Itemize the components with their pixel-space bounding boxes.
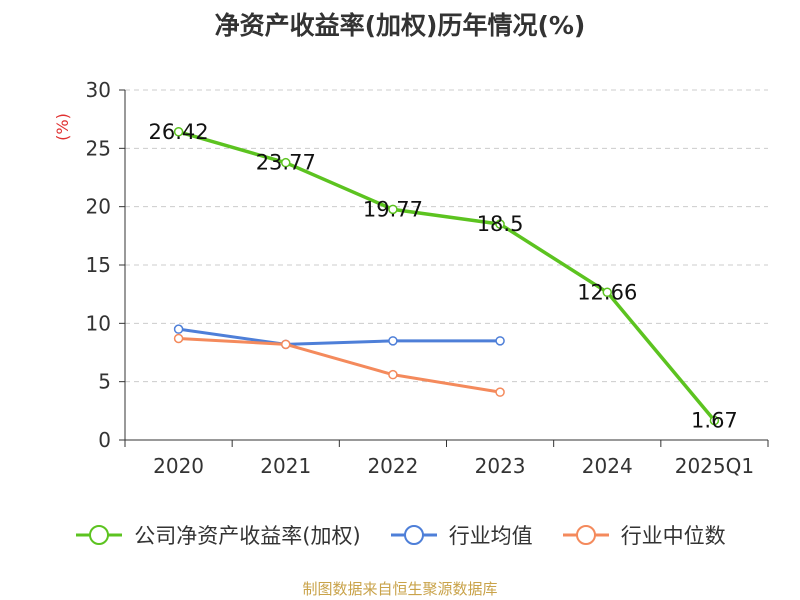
legend-item: 公司净资产收益率(加权) bbox=[74, 520, 361, 550]
data-label: 23.77 bbox=[256, 151, 316, 175]
y-tick-label: 30 bbox=[86, 78, 111, 102]
data-point bbox=[281, 339, 291, 350]
legend-swatch-icon bbox=[390, 525, 437, 545]
x-tick-label: 2023 bbox=[475, 454, 526, 478]
data-point bbox=[388, 369, 398, 380]
data-point bbox=[388, 336, 398, 346]
axes: 0 5 10 15 20 25 30 (%) 2020 2021 2022 2023 2024 2025Q… bbox=[53, 78, 769, 478]
data-point bbox=[173, 127, 184, 137]
legend-item: 行业中位数 bbox=[561, 520, 726, 550]
data-point bbox=[709, 415, 720, 426]
series-line bbox=[178, 130, 716, 422]
y-tick-label: 10 bbox=[86, 311, 111, 335]
y-tick-label: 20 bbox=[86, 195, 111, 219]
legend-swatch-icon bbox=[76, 525, 123, 545]
x-tick-label: 2022 bbox=[367, 454, 418, 478]
data-point bbox=[495, 219, 505, 229]
legend-swatch-icon bbox=[562, 525, 609, 545]
data-label: 26.42 bbox=[149, 120, 209, 144]
x-tick-label: 2025Q1 bbox=[675, 454, 754, 478]
data-point bbox=[281, 157, 291, 168]
x-tick-label: 2024 bbox=[582, 454, 633, 478]
legend: 公司净资产收益率(加权) 行业均值 行业中位数 bbox=[0, 520, 800, 550]
series-line bbox=[178, 327, 501, 346]
data-point bbox=[388, 204, 398, 215]
legend-label: 公司净资产收益率(加权) bbox=[134, 524, 361, 548]
data-point bbox=[173, 333, 184, 344]
data-label: 18.5 bbox=[477, 212, 524, 236]
y-tick-label: 15 bbox=[86, 253, 111, 277]
data-label: 19.77 bbox=[363, 197, 423, 221]
x-tick-label: 2021 bbox=[260, 454, 311, 478]
data-point bbox=[495, 387, 505, 397]
chart-title: 净资产收益率(加权)历年情况(%) bbox=[214, 11, 586, 40]
grid-lines bbox=[125, 89, 768, 383]
y-tick-label: 25 bbox=[86, 136, 111, 160]
data-label: 12.66 bbox=[577, 280, 637, 304]
data-label: 1.67 bbox=[691, 409, 738, 433]
y-tick-label: 5 bbox=[98, 370, 111, 394]
data-point bbox=[495, 336, 505, 346]
data-labels: 26.42 23.77 19.77 18.5 12.66 1.67 bbox=[149, 120, 738, 433]
y-axis-label: (%) bbox=[53, 113, 72, 141]
data-point bbox=[173, 324, 184, 334]
source-note: 制图数据来自恒生聚源数据库 bbox=[302, 580, 498, 598]
x-tick-label: 2020 bbox=[153, 454, 204, 478]
series-layer bbox=[173, 127, 720, 426]
series-line bbox=[178, 337, 501, 394]
data-point bbox=[602, 287, 612, 298]
legend-label: 行业中位数 bbox=[620, 524, 726, 548]
legend-label: 行业均值 bbox=[448, 524, 533, 548]
legend-item: 行业均值 bbox=[389, 520, 533, 550]
y-tick-label: 0 bbox=[98, 428, 111, 452]
